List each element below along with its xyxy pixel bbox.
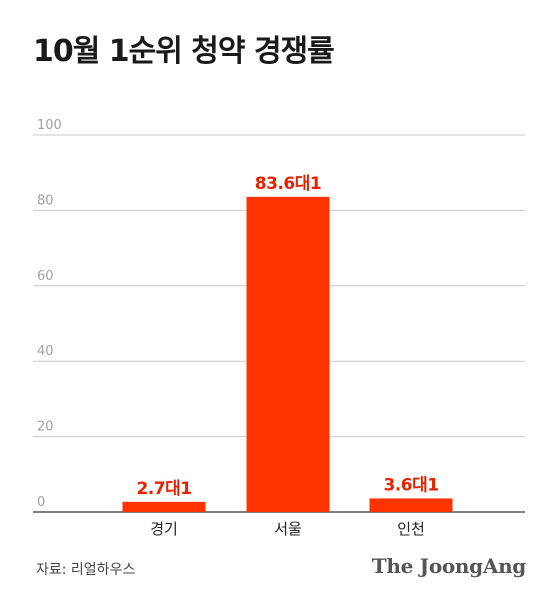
source-note: 자료: 리얼하우스	[36, 562, 136, 578]
bars	[122, 196, 453, 512]
bar	[369, 498, 453, 512]
x-tick-label: 서울	[274, 520, 302, 538]
y-tick-label: 0	[37, 495, 45, 510]
x-tick-label: 인천	[397, 520, 425, 538]
chart-title: 10월 1순위 청약 경쟁률	[33, 34, 335, 69]
bar	[246, 196, 330, 512]
data-labels: 2.7대1 83.6대1 3.6대1	[136, 174, 439, 499]
data-label: 2.7대1	[136, 479, 191, 499]
brand-logo: The JoongAng	[371, 554, 527, 578]
x-tick-labels: 경기 서울 인천	[150, 520, 425, 538]
data-label: 83.6대1	[255, 174, 321, 194]
data-label: 3.6대1	[383, 475, 438, 495]
y-tick-label: 40	[37, 344, 54, 359]
y-tick-label: 100	[37, 118, 62, 133]
x-tick-label: 경기	[150, 520, 178, 538]
y-tick-label: 20	[37, 420, 54, 435]
y-tick-label: 80	[37, 193, 54, 208]
y-tick-label: 60	[37, 269, 54, 284]
bar	[122, 501, 206, 512]
